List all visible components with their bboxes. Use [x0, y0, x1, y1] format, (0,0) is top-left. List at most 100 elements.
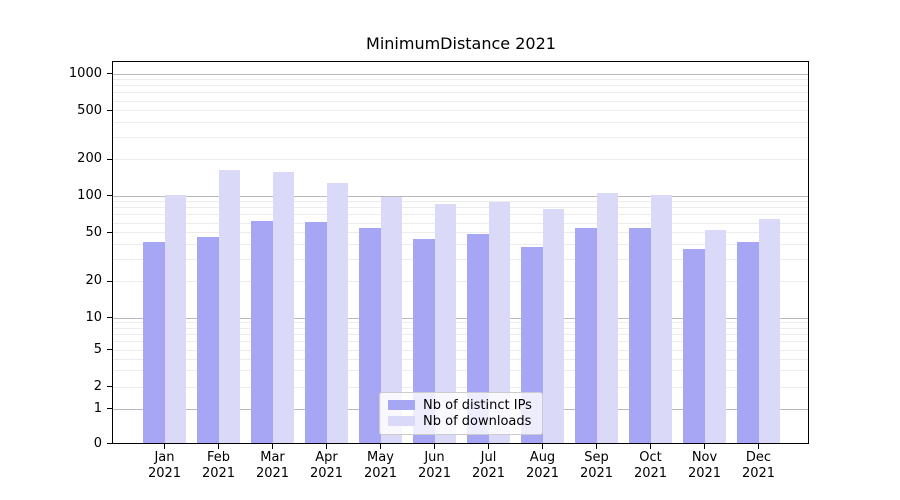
gridline-minor	[113, 201, 809, 203]
x-tick-mark	[541, 444, 543, 449]
x-tick-mark	[379, 444, 381, 449]
gridline-minor	[113, 85, 809, 87]
bar-downloads	[218, 170, 240, 444]
gridline-minor	[113, 386, 809, 388]
legend-label-distinct-ips: Nb of distinct IPs	[423, 397, 532, 413]
gridline-minor	[113, 100, 809, 102]
bar-downloads	[488, 202, 510, 444]
gridline-minor	[113, 122, 809, 124]
y-tick-mark	[107, 232, 112, 234]
x-tick-mark	[217, 444, 219, 449]
x-tick-mark	[163, 444, 165, 449]
bar-downloads	[380, 196, 402, 444]
y-axis-tick-label: 1000	[68, 66, 102, 81]
x-axis-tick-label: Sep 2021	[579, 450, 614, 481]
x-axis-tick-label: Feb 2021	[201, 450, 236, 481]
legend-swatch-downloads	[388, 416, 415, 426]
gridline-minor	[113, 349, 809, 351]
gridline-minor	[113, 333, 809, 335]
y-tick-mark	[107, 443, 112, 445]
bar-distinct-ips	[305, 222, 327, 444]
bar-downloads	[326, 183, 348, 444]
gridline-minor	[113, 280, 809, 282]
gridline-minor	[113, 92, 809, 94]
x-tick-mark	[325, 444, 327, 449]
y-axis-tick-label: 20	[85, 273, 102, 289]
y-axis-tick-label: 100	[77, 188, 102, 203]
y-axis-tick-label: 10	[85, 310, 102, 325]
y-tick-mark	[107, 195, 112, 197]
bar-downloads	[596, 192, 618, 444]
gridline-minor	[113, 358, 809, 360]
y-tick-mark	[107, 408, 112, 410]
x-axis-tick-label: Dec 2021	[741, 450, 776, 481]
x-tick-mark	[757, 444, 759, 449]
bar-downloads	[272, 172, 294, 444]
x-axis-tick-label: Jan 2021	[147, 450, 182, 481]
x-tick-mark	[433, 444, 435, 449]
x-tick-mark	[649, 444, 651, 449]
gridline-minor	[113, 244, 809, 246]
gridline-minor	[113, 137, 809, 139]
x-axis-tick-label: Nov 2021	[687, 450, 722, 481]
bar-distinct-ips	[197, 237, 219, 444]
legend-item-distinct-ips: Nb of distinct IPs	[388, 397, 532, 413]
bar-downloads	[434, 203, 456, 444]
y-axis-tick-label: 0	[93, 436, 102, 451]
x-axis-tick-label: May 2021	[363, 450, 398, 481]
gridline-minor	[113, 341, 809, 343]
gridline-minor	[113, 327, 809, 329]
x-axis-tick-label: Oct 2021	[633, 450, 668, 481]
y-axis-tick-label: 500	[77, 102, 102, 118]
bar-downloads	[758, 218, 780, 444]
y-tick-mark	[107, 349, 112, 351]
y-tick-mark	[107, 386, 112, 388]
y-tick-mark	[107, 280, 112, 282]
y-tick-mark	[107, 317, 112, 319]
x-axis-tick-label: Aug 2021	[525, 450, 560, 481]
gridline-major	[113, 317, 809, 319]
legend-label-downloads: Nb of downloads	[423, 413, 532, 429]
x-tick-mark	[595, 444, 597, 449]
x-axis-tick-label: Apr 2021	[309, 450, 344, 481]
gridline-minor	[113, 370, 809, 372]
gridline-minor	[113, 322, 809, 324]
gridline-minor	[113, 214, 809, 216]
gridline-minor	[113, 158, 809, 160]
bar-downloads	[650, 195, 672, 444]
bar-downloads	[164, 195, 186, 444]
x-axis-tick-label: Mar 2021	[255, 450, 290, 481]
y-tick-mark	[107, 73, 112, 75]
gridline-major	[113, 73, 809, 75]
bar-distinct-ips	[143, 241, 165, 444]
chart-title: MinimumDistance 2021	[366, 34, 556, 53]
bar-distinct-ips	[467, 233, 489, 444]
legend-swatch-distinct-ips	[388, 400, 415, 410]
bar-distinct-ips	[737, 241, 759, 444]
y-axis-tick-label: 5	[93, 342, 102, 357]
gridline-minor	[113, 232, 809, 234]
legend: Nb of distinct IPs Nb of downloads	[379, 392, 543, 435]
gridline-minor	[113, 207, 809, 209]
bar-distinct-ips	[251, 221, 273, 444]
x-axis-tick-label: Jul 2021	[471, 450, 506, 481]
y-axis-tick-label: 2	[93, 379, 102, 394]
x-tick-mark	[487, 444, 489, 449]
x-axis-tick-label: Jun 2021	[417, 450, 452, 481]
gridline-minor	[113, 259, 809, 261]
y-axis-tick-label: 200	[77, 151, 102, 167]
legend-item-downloads: Nb of downloads	[388, 413, 532, 429]
bar-distinct-ips	[575, 227, 597, 444]
gridline-minor	[113, 222, 809, 224]
gridline-minor	[113, 79, 809, 81]
gridline-minor	[113, 110, 809, 112]
bar-distinct-ips	[683, 248, 705, 444]
bar-downloads	[542, 209, 564, 444]
y-tick-mark	[107, 158, 112, 160]
x-tick-mark	[703, 444, 705, 449]
gridline-major	[113, 195, 809, 197]
x-tick-mark	[271, 444, 273, 449]
bar-distinct-ips	[359, 227, 381, 444]
bar-distinct-ips	[629, 227, 651, 444]
